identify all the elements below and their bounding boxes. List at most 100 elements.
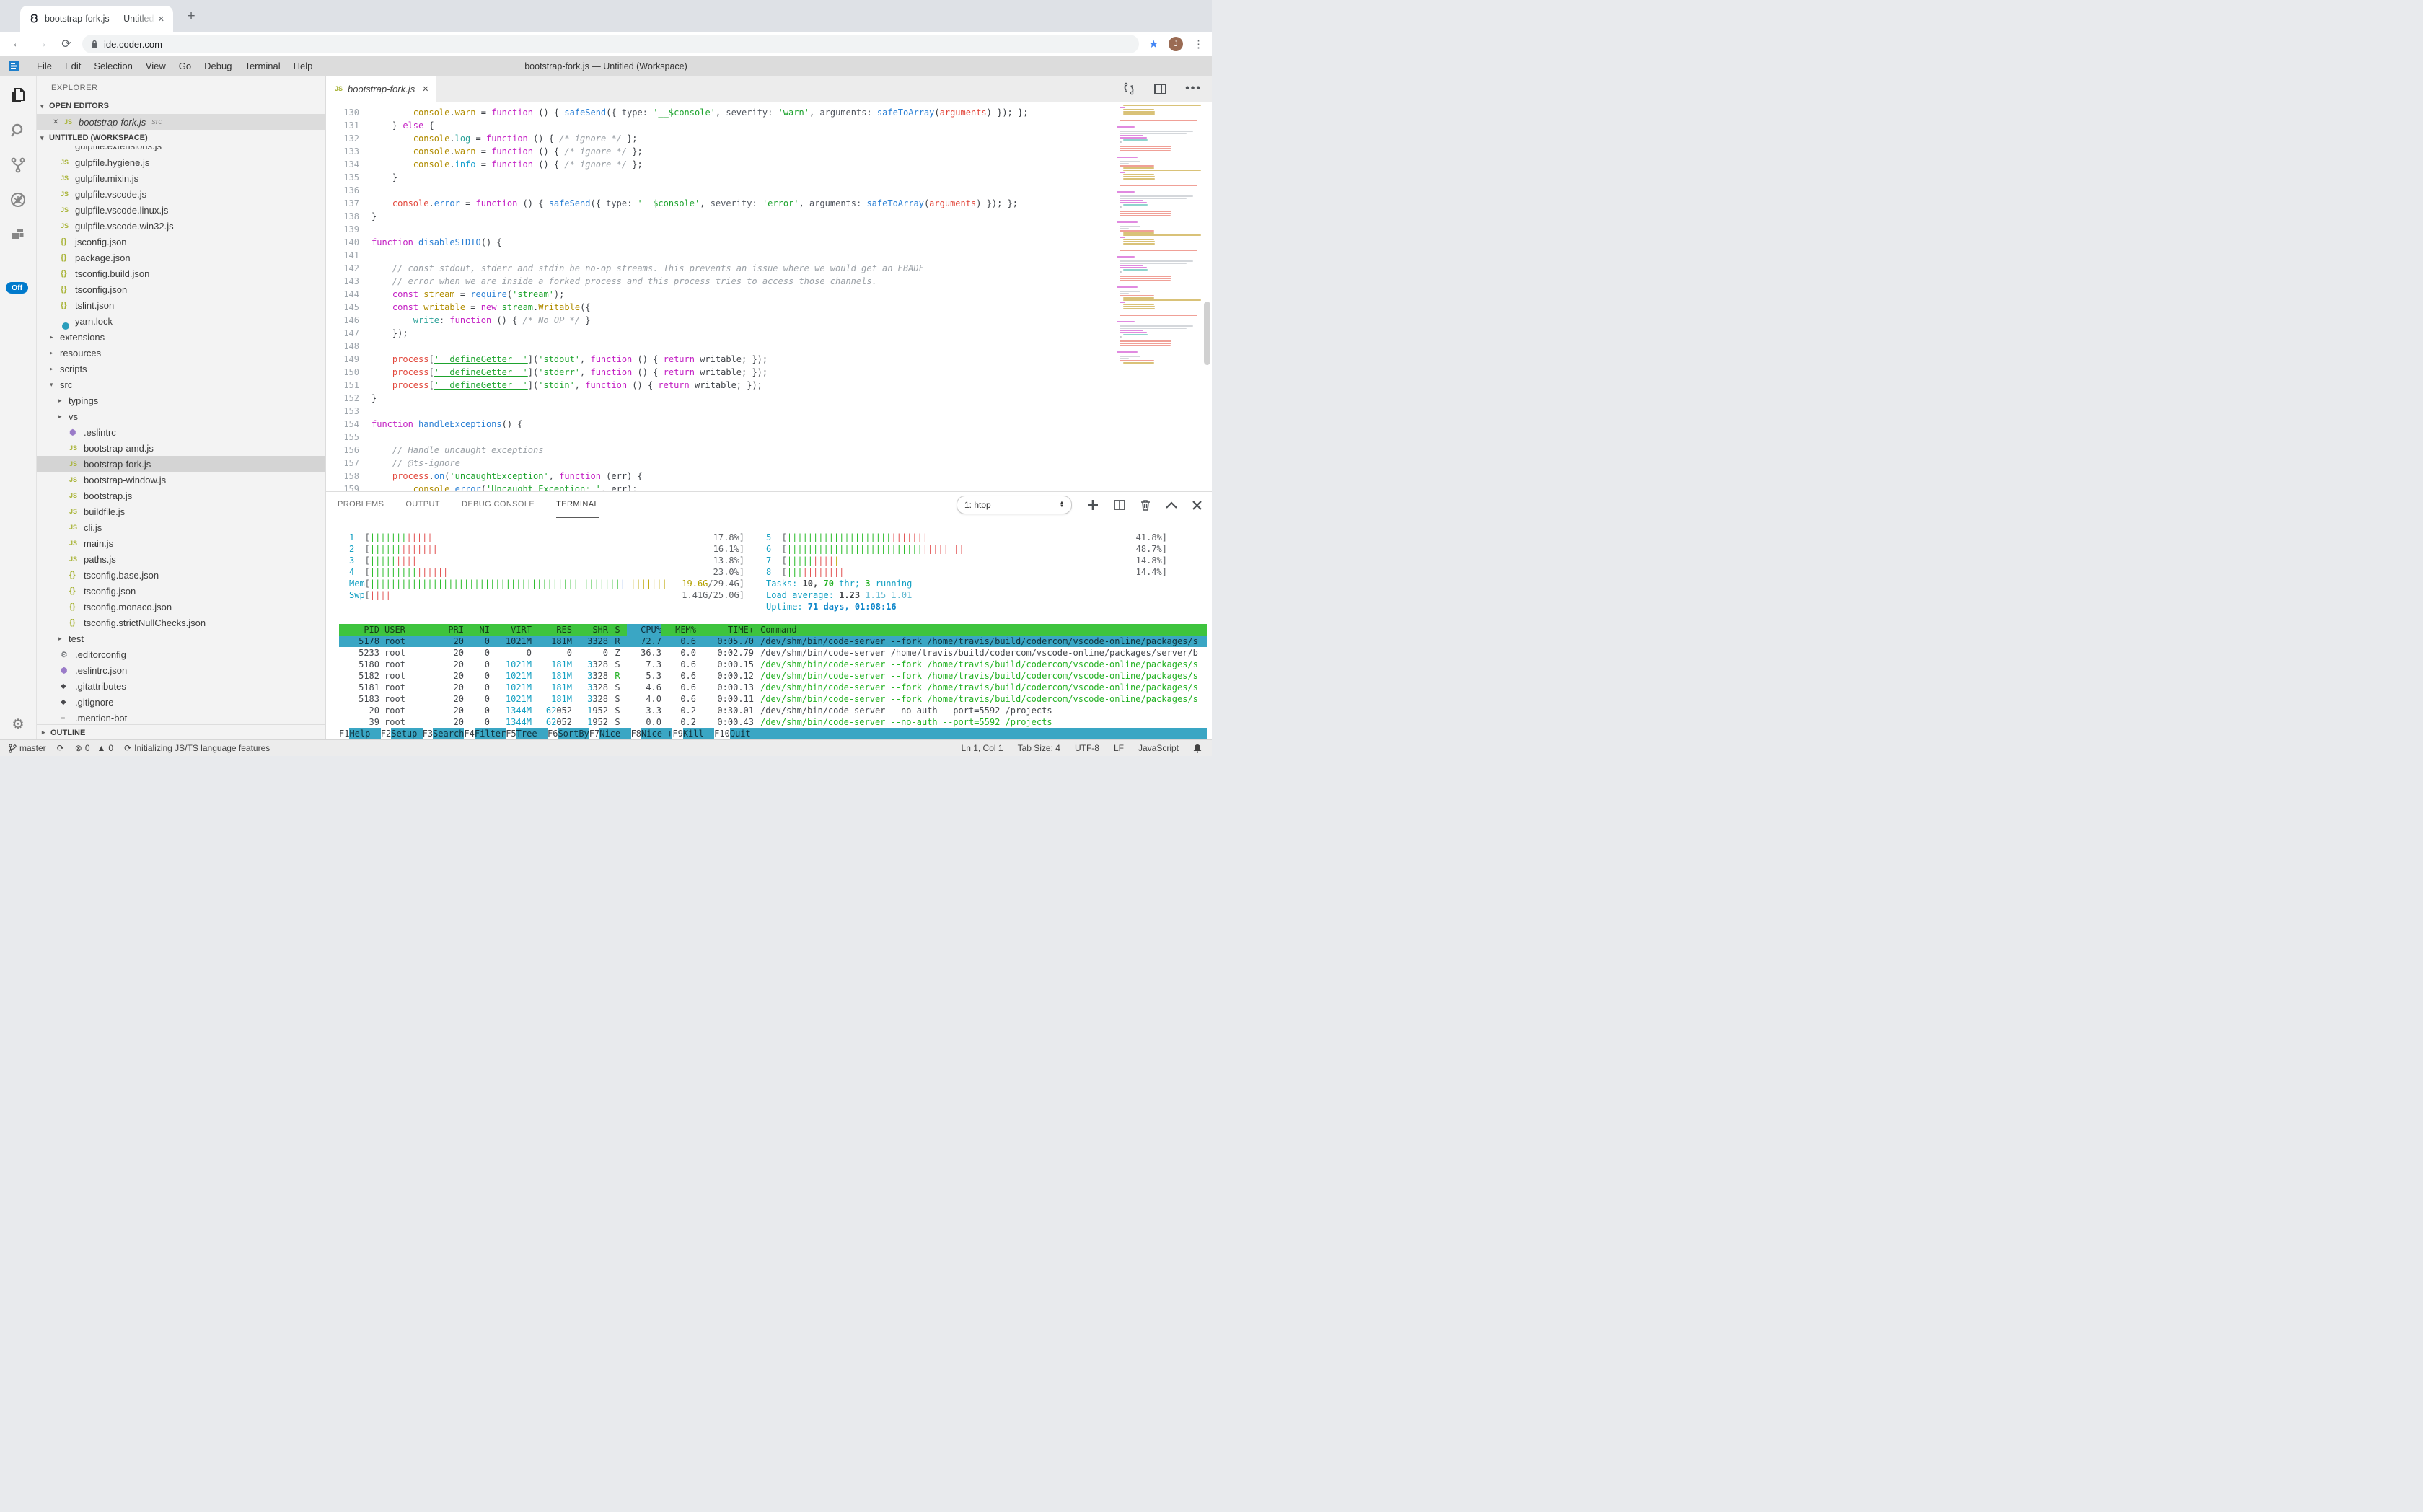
tree-item-tsconfig-build-json[interactable]: {} tsconfig.build.json — [37, 265, 325, 281]
tree-item-gulpfile-vscode-linux-js[interactable]: JS gulpfile.vscode.linux.js — [37, 202, 325, 218]
settings-gear-icon[interactable]: ⚙ — [12, 717, 25, 732]
editor-tab[interactable]: JS bootstrap-fork.js ✕ — [326, 76, 437, 102]
tree-item--eslintrc[interactable]: ⬢ .eslintrc — [37, 424, 325, 440]
tab-size[interactable]: Tab Size: 4 — [1017, 743, 1060, 753]
tree-item-tsconfig-json[interactable]: {} tsconfig.json — [37, 583, 325, 599]
menu-edit[interactable]: Edit — [64, 61, 82, 71]
code-line-155[interactable]: 155 — [326, 431, 1212, 444]
fkey-label-tree[interactable]: Tree — [516, 728, 548, 740]
fkey-label-nice[interactable]: Nice + — [641, 728, 673, 740]
tree-item-gulpfile-mixin-js[interactable]: JS gulpfile.mixin.js — [37, 170, 325, 186]
minimap[interactable] — [1117, 105, 1202, 370]
open-editor-item[interactable]: ✕ JS bootstrap-fork.js src — [37, 114, 325, 130]
menu-terminal[interactable]: Terminal — [245, 61, 281, 71]
code-line-137[interactable]: 137 console.error = function () { safeSe… — [326, 197, 1212, 210]
close-icon[interactable]: ✕ — [53, 118, 59, 126]
tree-item-test[interactable]: ▸ test — [37, 630, 325, 646]
fkey-f9[interactable]: F9 — [672, 729, 683, 739]
terminal[interactable]: 1[|||||||||||| 17.8%] 2[||||||||||||| 16.1%… — [326, 517, 1212, 740]
code-line-149[interactable]: 149 process['__defineGetter__']('stdout'… — [326, 353, 1212, 366]
fkey-label-quit[interactable]: Quit — [729, 728, 762, 740]
back-icon[interactable]: ← — [12, 38, 23, 50]
tree-item-gulpfile-hygiene-js[interactable]: JS gulpfile.hygiene.js — [37, 154, 325, 170]
problems-status[interactable]: ⊗ 0 ▲ 0 — [74, 743, 114, 753]
tree-item-extensions[interactable]: ▸ extensions — [37, 329, 325, 345]
eol[interactable]: LF — [1113, 743, 1124, 753]
code-line-140[interactable]: 140 function disableSTDIO() { — [326, 236, 1212, 249]
terminal-select[interactable]: 1: htop ▲ ▼ — [957, 496, 1072, 514]
notifications-bell-icon[interactable] — [1193, 744, 1202, 753]
editor-scrollbar[interactable] — [1204, 302, 1210, 365]
tree-item-gulpfile-vscode-win32-js[interactable]: JS gulpfile.vscode.win32.js — [37, 218, 325, 234]
panel-tab-debug-console[interactable]: DEBUG CONSOLE — [461, 500, 535, 509]
fkey-label-filter[interactable]: Filter — [474, 728, 506, 740]
tree-item-tsconfig-monaco-json[interactable]: {} tsconfig.monaco.json — [37, 599, 325, 615]
tree-item-bootstrap-window-js[interactable]: JS bootstrap-window.js — [37, 472, 325, 488]
column-header-virt[interactable]: VIRT — [511, 625, 532, 635]
code-line-143[interactable]: 143 // error when we are inside a forked… — [326, 275, 1212, 288]
code-line-154[interactable]: 154 function handleExceptions() { — [326, 418, 1212, 431]
fkey-f2[interactable]: F2 — [380, 729, 392, 739]
column-header-s[interactable]: S — [615, 625, 620, 635]
maximize-panel-icon[interactable] — [1166, 501, 1177, 509]
htop-table-header[interactable]: PID USER PRI NI VIRT RES SHR S CPU% MEM% TIME+ Comm… — [339, 624, 1207, 636]
search-icon[interactable] — [0, 113, 36, 148]
menu-file[interactable]: File — [37, 61, 52, 71]
off-badge[interactable]: Off — [6, 282, 29, 294]
new-tab-button[interactable]: + — [187, 9, 195, 24]
panel-tab-problems[interactable]: PROBLEMS — [338, 500, 384, 509]
fkey-label-kill[interactable]: Kill — [682, 728, 715, 740]
browser-avatar[interactable]: J — [1169, 37, 1183, 51]
tree-item-bootstrap-fork-js[interactable]: JS bootstrap-fork.js — [37, 456, 325, 472]
code-editor[interactable]: 130 console.warn = function () { safeSen… — [326, 102, 1212, 491]
more-actions-icon[interactable]: ••• — [1185, 82, 1202, 94]
code-line-146[interactable]: 146 write: function () { /* No OP */ } — [326, 314, 1212, 327]
column-header-shr[interactable]: SHR — [592, 625, 608, 635]
address-bar[interactable]: ide.coder.com — [82, 35, 1139, 53]
open-changes-icon[interactable] — [1122, 82, 1135, 95]
column-header-pid[interactable]: PID — [364, 625, 379, 635]
fkey-label-search[interactable]: Search — [433, 728, 465, 740]
workspace-header[interactable]: ▾ UNTITLED (WORKSPACE) — [40, 133, 148, 142]
code-line-144[interactable]: 144 const stream = require('stream'); — [326, 288, 1212, 301]
tree-item-bootstrap-js[interactable]: JS bootstrap.js — [37, 488, 325, 504]
tree-item-gulpfile-vscode-js[interactable]: JS gulpfile.vscode.js — [37, 186, 325, 202]
forward-icon[interactable]: → — [36, 38, 48, 50]
code-line-131[interactable]: 131 } else { — [326, 119, 1212, 132]
cursor-position[interactable]: Ln 1, Col 1 — [961, 743, 1003, 753]
code-line-139[interactable]: 139 — [326, 223, 1212, 236]
split-terminal-icon[interactable] — [1114, 499, 1125, 511]
column-header-cpu[interactable]: CPU% — [627, 624, 661, 636]
code-line-151[interactable]: 151 process['__defineGetter__']('stdin',… — [326, 379, 1212, 392]
tree-item-vs[interactable]: ▸ vs — [37, 408, 325, 424]
bookmark-star-icon[interactable]: ★ — [1148, 38, 1158, 50]
tree-item--eslintrc-json[interactable]: ⬢ .eslintrc.json — [37, 662, 325, 678]
column-header-command[interactable]: Command — [760, 625, 797, 635]
fkey-label-setup[interactable]: Setup — [391, 728, 423, 740]
code-line-134[interactable]: 134 console.info = function () { /* igno… — [326, 158, 1212, 171]
tree-item-jsconfig-json[interactable]: {} jsconfig.json — [37, 234, 325, 250]
refresh-icon[interactable]: ⟳ — [61, 38, 71, 50]
source-control-icon[interactable] — [0, 148, 36, 183]
code-line-133[interactable]: 133 console.warn = function () { /* igno… — [326, 145, 1212, 158]
menu-help[interactable]: Help — [293, 61, 313, 71]
language-mode[interactable]: JavaScript — [1138, 743, 1179, 753]
outline-header[interactable]: ▸ OUTLINE — [37, 724, 325, 740]
code-line-135[interactable]: 135 } — [326, 171, 1212, 184]
tree-item-bootstrap-amd-js[interactable]: JS bootstrap-amd.js — [37, 440, 325, 456]
fkey-label-help[interactable]: Help — [349, 728, 381, 740]
close-panel-icon[interactable] — [1192, 500, 1202, 510]
column-header-time[interactable]: TIME+ — [727, 625, 754, 635]
browser-tab-close-icon[interactable]: ✕ — [157, 14, 164, 24]
code-line-148[interactable]: 148 — [326, 340, 1212, 353]
debug-icon[interactable] — [0, 183, 36, 217]
code-line-157[interactable]: 157 // @ts-ignore — [326, 457, 1212, 470]
sync-status[interactable]: ⟳ — [57, 743, 64, 753]
code-line-147[interactable]: 147 }); — [326, 327, 1212, 340]
code-line-156[interactable]: 156 // Handle uncaught exceptions — [326, 444, 1212, 457]
fkey-f10[interactable]: F10 — [714, 729, 730, 739]
menu-debug[interactable]: Debug — [204, 61, 232, 71]
tree-item-paths-js[interactable]: JS paths.js — [37, 551, 325, 567]
tree-item--gitattributes[interactable]: ◆ .gitattributes — [37, 678, 325, 694]
